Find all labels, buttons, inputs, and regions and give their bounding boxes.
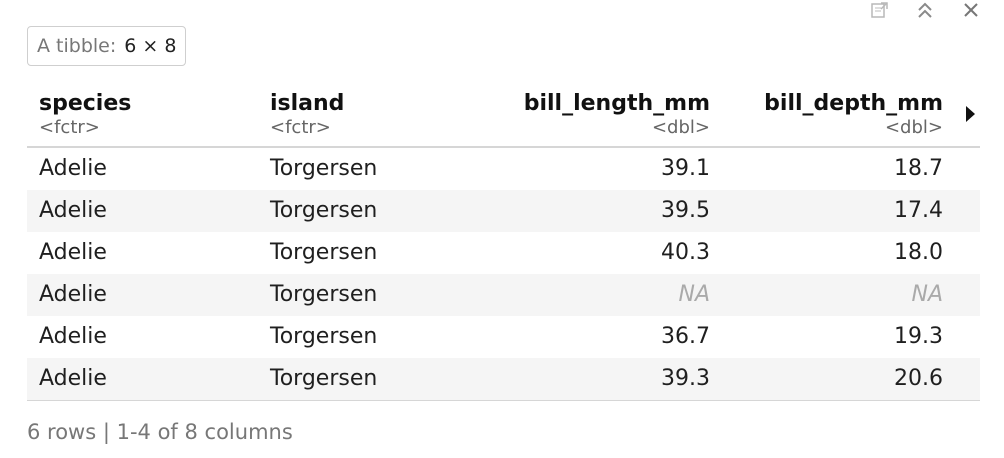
table-row: Adelie Torgersen 36.7 19.3 — [27, 316, 980, 358]
cell-bill-length-mm-na: NA — [678, 282, 710, 307]
cell-bill-length-mm: 40.3 — [661, 240, 710, 265]
cell-island: Torgersen — [270, 366, 378, 391]
data-table: species <fctr> island <fctr> bill_length… — [27, 88, 980, 401]
column-name: bill_length_mm — [523, 91, 710, 116]
column-name: island — [270, 91, 345, 116]
collapse-icon[interactable] — [914, 0, 936, 20]
column-header-island[interactable]: island <fctr> — [270, 88, 344, 138]
cell-island: Torgersen — [270, 198, 378, 223]
next-columns-arrow-icon[interactable] — [962, 104, 978, 124]
column-type: <fctr> — [270, 117, 331, 138]
cell-species: Adelie — [39, 240, 107, 265]
cell-bill-length-mm: 39.5 — [661, 198, 710, 223]
cell-bill-length-mm: 39.3 — [661, 366, 710, 391]
cell-bill-depth-mm-na: NA — [911, 282, 943, 307]
tibble-dims: 6 × 8 — [124, 35, 177, 57]
cell-species: Adelie — [39, 156, 107, 181]
export-icon[interactable] — [868, 0, 890, 20]
cell-bill-length-mm: 39.1 — [661, 156, 710, 181]
table-row: Adelie Torgersen 40.3 18.0 — [27, 232, 980, 274]
column-type: <dbl> — [884, 117, 943, 138]
tibble-dimensions-badge: A tibble: 6 × 8 — [27, 26, 187, 66]
column-header-bill-depth-mm[interactable]: bill_depth_mm <dbl> — [764, 88, 943, 138]
column-name: bill_depth_mm — [764, 91, 943, 116]
table-row: Adelie Torgersen 39.3 20.6 — [27, 358, 980, 400]
column-type: <fctr> — [39, 117, 100, 138]
table-row: Adelie Torgersen 39.5 17.4 — [27, 190, 980, 232]
cell-bill-depth-mm: 20.6 — [894, 366, 943, 391]
cell-species: Adelie — [39, 324, 107, 349]
cell-species: Adelie — [39, 198, 107, 223]
cell-island: Torgersen — [270, 282, 378, 307]
cell-island: Torgersen — [270, 156, 378, 181]
cell-bill-depth-mm: 17.4 — [894, 198, 943, 223]
cell-island: Torgersen — [270, 240, 378, 265]
table-row: Adelie Torgersen 39.1 18.7 — [27, 148, 980, 190]
column-header-species[interactable]: species <fctr> — [39, 88, 131, 138]
cell-island: Torgersen — [270, 324, 378, 349]
cell-species: Adelie — [39, 282, 107, 307]
table-bottom-border — [27, 400, 980, 401]
cell-bill-length-mm: 36.7 — [661, 324, 710, 349]
tibble-label: A tibble: — [37, 35, 117, 57]
cell-bill-depth-mm: 18.7 — [894, 156, 943, 181]
table-header: species <fctr> island <fctr> bill_length… — [27, 88, 980, 148]
cell-species: Adelie — [39, 366, 107, 391]
table-row: Adelie Torgersen NA NA — [27, 274, 980, 316]
table-footer-summary: 6 rows | 1-4 of 8 columns — [27, 420, 293, 444]
cell-bill-depth-mm: 18.0 — [894, 240, 943, 265]
column-type: <dbl> — [651, 117, 710, 138]
column-header-bill-length-mm[interactable]: bill_length_mm <dbl> — [524, 88, 710, 138]
table-body: Adelie Torgersen 39.1 18.7 Adelie Torger… — [27, 148, 980, 400]
chunk-toolbar — [868, 0, 982, 20]
close-icon[interactable] — [960, 0, 982, 20]
column-name: species — [39, 91, 132, 116]
cell-bill-depth-mm: 19.3 — [894, 324, 943, 349]
